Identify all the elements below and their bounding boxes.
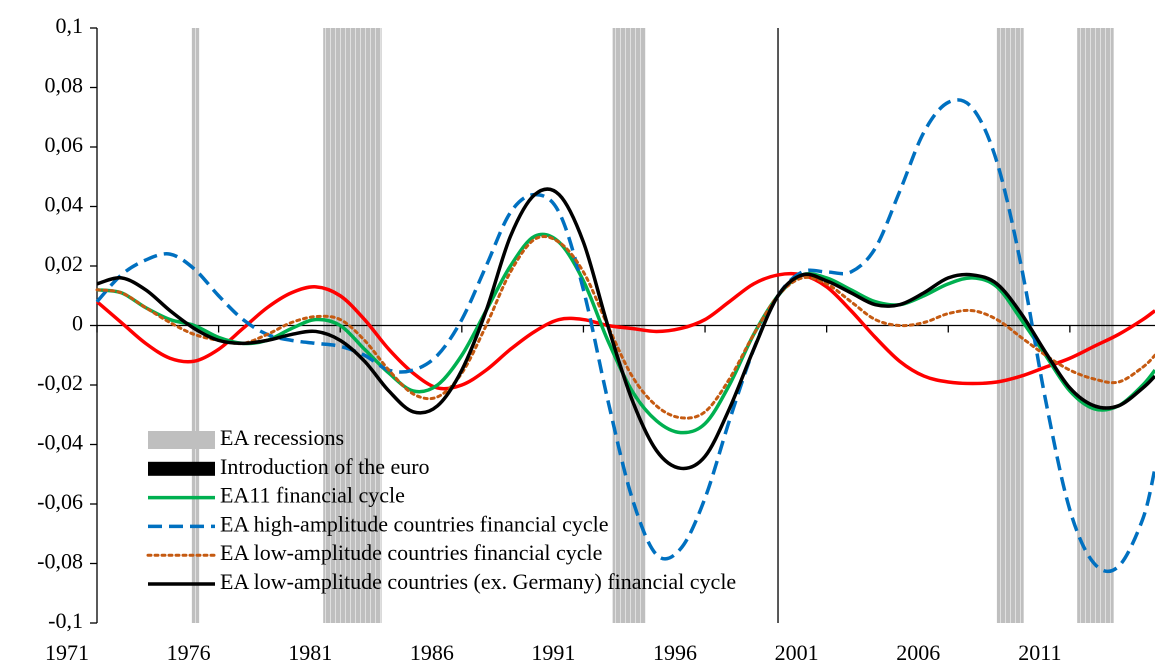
x-tick-label: 1996 [653, 640, 697, 665]
y-tick-label: -0,04 [37, 430, 83, 455]
x-tick-label: 1981 [288, 640, 332, 665]
x-tick-label: 1986 [410, 640, 454, 665]
legend-swatch [148, 461, 215, 476]
series-line [95, 235, 1155, 420]
y-tick-label: 0,08 [45, 73, 84, 98]
series-line [95, 98, 1155, 574]
series-line [95, 271, 1155, 391]
legend-label: EA recessions [220, 425, 344, 450]
x-tick-label: 1971 [45, 640, 89, 665]
x-tick-label: 2001 [775, 640, 819, 665]
legend-swatch [148, 431, 215, 449]
y-tick-label: -0,1 [48, 608, 83, 633]
x-tick-label: 2011 [1018, 640, 1061, 665]
y-tick-label: 0,04 [45, 192, 84, 217]
legend-label: EA low-amplitude countries (ex. Germany)… [220, 569, 736, 594]
y-tick-label: 0 [72, 311, 83, 336]
x-tick-label: 2006 [896, 640, 940, 665]
y-tick-label: 0,1 [56, 13, 84, 38]
y-tick-label: 0,02 [45, 251, 84, 276]
legend-label: EA low-amplitude countries financial cyc… [220, 540, 602, 565]
y-tick-label: -0,08 [37, 549, 83, 574]
y-tick-label: 0,06 [45, 132, 84, 157]
legend-label: Introduction of the euro [220, 454, 430, 479]
legend-label: EA11 financial cycle [220, 483, 405, 508]
x-tick-label: 1976 [167, 640, 211, 665]
y-tick-label: -0,06 [37, 489, 83, 514]
series-line [96, 187, 1155, 471]
legend-label: EA high-amplitude countries financial cy… [220, 511, 609, 536]
y-tick-label: -0,02 [37, 370, 83, 395]
x-tick-label: 1991 [531, 640, 575, 665]
